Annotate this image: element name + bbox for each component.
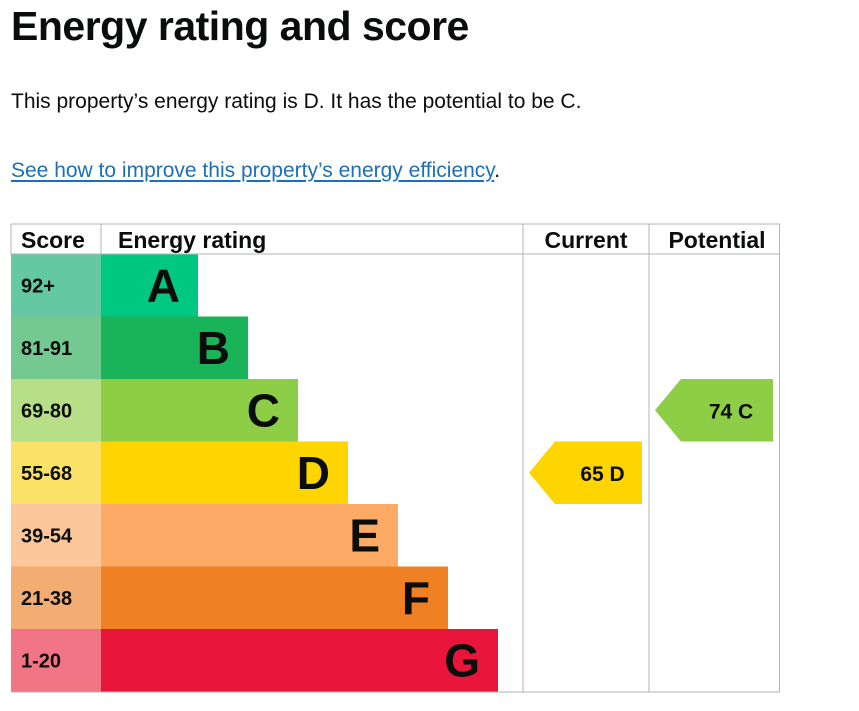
score-cell-c (11, 379, 101, 442)
score-cell-g (11, 629, 101, 692)
header-current: Current (544, 227, 627, 253)
rating-letter-e: E (349, 509, 380, 561)
score-range-a: 92+ (21, 275, 55, 297)
rating-bar-b (101, 316, 248, 379)
score-range-g: 1-20 (21, 650, 61, 672)
score-cell-a (11, 254, 101, 317)
current-rating-label: 65 D (580, 463, 624, 486)
rating-letter-a: A (147, 259, 180, 311)
rating-bar-f (101, 566, 448, 629)
score-cell-e (11, 504, 101, 567)
rating-letter-b: B (197, 322, 230, 374)
improve-paragraph: See how to improve this property’s energ… (11, 157, 500, 185)
score-range-d: 55-68 (21, 463, 72, 485)
improve-suffix: . (494, 159, 501, 182)
header-potential: Potential (668, 227, 765, 253)
improve-energy-efficiency-link[interactable]: See how to improve this property’s energ… (11, 159, 495, 182)
rating-letter-c: C (247, 384, 280, 436)
rating-bar-e (101, 504, 398, 567)
rating-letter-g: G (444, 634, 480, 686)
rating-summary: This property’s energy rating is D. It h… (11, 90, 582, 113)
score-range-f: 21-38 (21, 588, 72, 610)
score-range-e: 39-54 (21, 525, 73, 547)
score-cell-b (11, 316, 101, 379)
potential-arrow (655, 379, 773, 442)
rating-bar-c (101, 379, 298, 442)
rating-letter-d: D (297, 447, 330, 499)
rating-letter-f: F (402, 572, 430, 624)
rating-bands: 92+ A 81-91 B 69-80 C 55-68 D 39-54 E 21-38 F 1-20 G (11, 254, 498, 692)
score-cell-d (11, 441, 101, 504)
rating-bar-a (101, 254, 198, 317)
potential-rating-label: 74 C (709, 400, 753, 423)
header-energy-rating: Energy rating (118, 227, 266, 253)
table-grid (10, 223, 780, 693)
score-range-b: 81-91 (21, 338, 72, 360)
current-arrow (529, 441, 642, 504)
score-range-c: 69-80 (21, 400, 72, 422)
score-cell-f (11, 566, 101, 629)
rating-bar-d (101, 441, 348, 504)
header-score: Score (21, 227, 85, 253)
rating-bar-g (101, 629, 498, 692)
rating-arrows: 65 D 74 C (529, 379, 773, 504)
page-title: Energy rating and score (11, 3, 469, 49)
